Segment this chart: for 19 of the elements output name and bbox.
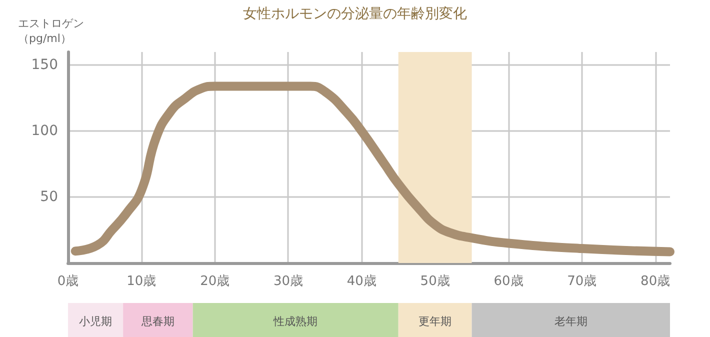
- x-tick-label: 70歳: [567, 274, 597, 289]
- x-tick-label: 0歳: [57, 274, 79, 289]
- y-axis-title: エストロゲン（pg/ml）: [18, 17, 84, 45]
- y-tick-label: 100: [31, 123, 58, 140]
- x-tick-label: 80歳: [640, 274, 670, 289]
- x-tick-label: 30歳: [273, 274, 304, 289]
- series-label: 思春期: [140, 315, 174, 328]
- x-tick-label: 20歳: [200, 274, 230, 289]
- series-label: 性成熟期: [272, 315, 318, 328]
- x-tick-label: 40歳: [346, 274, 376, 289]
- chart-title: 女性ホルモンの分泌量の年齢別変化: [243, 6, 467, 22]
- series-label: 老年期: [554, 315, 588, 328]
- series-label: 更年期: [418, 315, 452, 328]
- y-tick-label: 50: [40, 189, 58, 206]
- x-tick-label: 60歳: [494, 274, 524, 289]
- series-label: 小児期: [79, 315, 112, 328]
- x-tick-label: 10歳: [126, 274, 156, 289]
- x-tick-label: 50歳: [420, 274, 450, 289]
- y-tick-label: 150: [31, 57, 58, 74]
